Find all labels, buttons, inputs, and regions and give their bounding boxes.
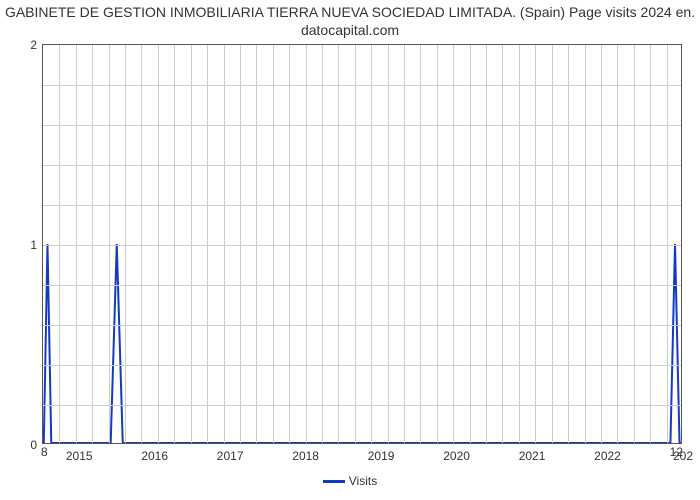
gridline-vertical [338, 45, 339, 443]
legend-swatch [323, 480, 345, 483]
gridline-vertical [420, 45, 421, 443]
gridline-vertical [355, 45, 356, 443]
y-tick-label: 1 [30, 238, 43, 252]
x-tick-label: 2019 [368, 443, 395, 463]
gridline-vertical [207, 45, 208, 443]
x-tick-label: 2020 [443, 443, 470, 463]
title-line-2: datocapital.com [301, 22, 399, 38]
gridline-vertical [519, 45, 520, 443]
gridline-vertical [76, 45, 77, 443]
gridline-vertical [404, 45, 405, 443]
legend-label: Visits [349, 474, 377, 488]
gridline-vertical [109, 45, 110, 443]
gridline-vertical [240, 45, 241, 443]
gridline-vertical [667, 45, 668, 443]
gridline-vertical [322, 45, 323, 443]
gridline-vertical [59, 45, 60, 443]
gridline-vertical [371, 45, 372, 443]
gridline-vertical [306, 45, 307, 443]
gridline-vertical [634, 45, 635, 443]
gridline-vertical [470, 45, 471, 443]
gridline-vertical [437, 45, 438, 443]
x-tick-label: 2021 [519, 443, 546, 463]
gridline-vertical [92, 45, 93, 443]
x-tick-label: 2022 [594, 443, 621, 463]
gridline-vertical [388, 45, 389, 443]
gridline-vertical [585, 45, 586, 443]
plot-area: 0122015201620172018201920202021202220281… [42, 44, 682, 444]
gridline-vertical [568, 45, 569, 443]
x-tick-label: 2017 [217, 443, 244, 463]
gridline-vertical [502, 45, 503, 443]
gridline-vertical [191, 45, 192, 443]
gridline-vertical [552, 45, 553, 443]
x-tick-label: 2015 [66, 443, 93, 463]
chart-title: GABINETE DE GESTION INMOBILIARIA TIERRA … [0, 4, 700, 39]
gridline-vertical [224, 45, 225, 443]
gridline-vertical [141, 45, 142, 443]
x-tick-label: 2016 [141, 443, 168, 463]
gridline-vertical [256, 45, 257, 443]
gridline-vertical [486, 45, 487, 443]
endpoint-label-left: 8 [41, 443, 48, 459]
x-tick-label: 2018 [292, 443, 319, 463]
y-tick-label: 2 [30, 38, 43, 52]
title-line-1: GABINETE DE GESTION INMOBILIARIA TIERRA … [5, 4, 695, 20]
gridline-vertical [601, 45, 602, 443]
gridline-vertical [273, 45, 274, 443]
gridline-vertical [617, 45, 618, 443]
gridline-vertical [174, 45, 175, 443]
gridline-vertical [453, 45, 454, 443]
gridline-vertical [650, 45, 651, 443]
gridline-vertical [125, 45, 126, 443]
legend: Visits [0, 474, 700, 488]
endpoint-label-right: 12 [670, 443, 683, 459]
gridline-vertical [158, 45, 159, 443]
gridline-vertical [535, 45, 536, 443]
gridline-vertical [289, 45, 290, 443]
